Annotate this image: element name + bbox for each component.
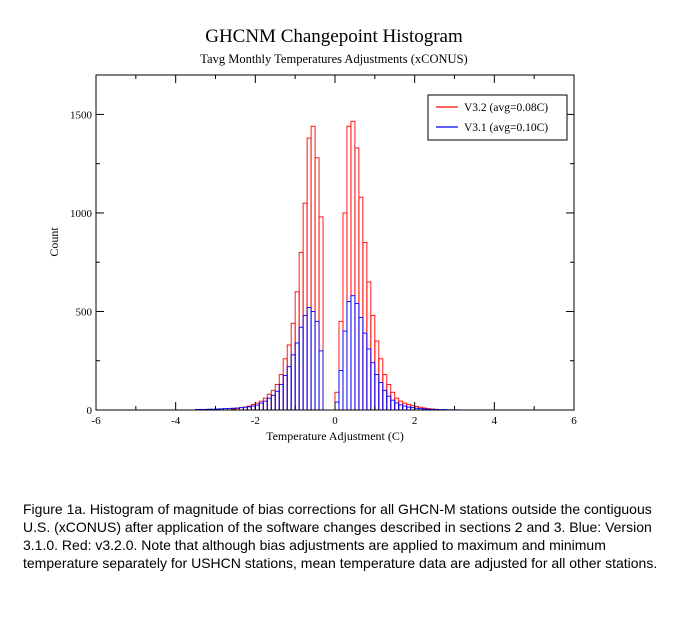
bar-v31 xyxy=(318,350,324,411)
series-0 xyxy=(230,120,440,411)
bar-v32 xyxy=(254,402,260,411)
legend-label-v31: V3.1 (avg=0.10C) xyxy=(464,122,548,134)
bar-v32 xyxy=(310,125,316,411)
bar-v32 xyxy=(282,358,288,411)
x-tick-label: 2 xyxy=(412,415,418,427)
y-tick-label: 0 xyxy=(87,405,93,417)
bar-v32 xyxy=(394,397,400,411)
bar-v32 xyxy=(286,344,292,411)
bar-v31 xyxy=(278,383,284,411)
bar-v32 xyxy=(362,242,368,411)
bar-v31 xyxy=(370,362,376,411)
bar-v32 xyxy=(298,251,304,411)
bar-v31 xyxy=(398,404,404,411)
axes: -6 -4 -2 0 2 4 6 0 500 1000 1500 xyxy=(70,75,577,427)
x-tick-label: 4 xyxy=(492,415,498,427)
bar-v32 xyxy=(378,358,384,411)
bar-v31 xyxy=(358,316,364,411)
bar-v32 xyxy=(318,216,324,411)
bar-v32 xyxy=(346,125,352,411)
bar-v32 xyxy=(274,383,280,411)
bar-v31 xyxy=(390,399,396,411)
bar-v31 xyxy=(294,342,300,411)
bar-v32 xyxy=(338,320,344,411)
bar-v31 xyxy=(282,375,288,411)
bar-v31 xyxy=(310,311,316,411)
bar-v31 xyxy=(306,307,312,411)
bar-v31 xyxy=(366,348,372,411)
y-tick-label: 1500 xyxy=(70,109,93,121)
histogram-chart: GHCNM Changepoint Histogram Tavg Monthly… xyxy=(47,26,577,443)
bar-v32 xyxy=(398,400,404,411)
bar-v32 xyxy=(366,281,372,411)
legend: V3.2 (avg=0.08C) V3.1 (avg=0.10C) xyxy=(427,94,568,141)
bar-v32 xyxy=(270,389,276,411)
bar-v32 xyxy=(302,202,308,411)
bar-v31 xyxy=(382,389,388,411)
bar-v32 xyxy=(294,291,300,411)
bar-v32 xyxy=(306,137,312,411)
bar-v31 xyxy=(402,405,408,411)
bar-v32 xyxy=(358,196,364,411)
bar-v32 xyxy=(374,340,380,411)
bar-v32 xyxy=(258,400,264,411)
x-tick-label: 6 xyxy=(571,415,577,427)
x-tick-label: -2 xyxy=(251,415,260,427)
legend-box xyxy=(427,94,568,141)
bar-v31 xyxy=(274,390,280,411)
bar-v31 xyxy=(302,314,308,411)
bar-v32 xyxy=(266,393,272,411)
bar-v32 xyxy=(390,391,396,411)
bar-v32 xyxy=(278,374,284,411)
legend-label-v32: V3.2 (avg=0.08C) xyxy=(464,102,548,114)
bar-v32 xyxy=(314,157,320,411)
bar-v31 xyxy=(298,326,304,411)
bar-v31 xyxy=(270,394,276,411)
figure-caption: Figure 1a. Histogram of magnitude of bia… xyxy=(23,501,658,571)
bar-v31 xyxy=(338,370,344,411)
x-tick-label: -6 xyxy=(91,415,101,427)
y-axis-label: Count xyxy=(47,227,61,257)
bar-v31 xyxy=(346,301,352,411)
bar-v31 xyxy=(334,401,340,411)
bars-layer xyxy=(195,120,459,411)
chart-subtitle: Tavg Monthly Temperatures Adjustments (x… xyxy=(200,52,467,66)
bar-v31 xyxy=(262,400,268,411)
bar-v32 xyxy=(382,374,388,411)
bar-v32 xyxy=(402,402,408,411)
bar-v31 xyxy=(254,404,260,411)
bar-v32 xyxy=(250,404,256,411)
x-tick-label: -4 xyxy=(171,415,181,427)
bar-v31 xyxy=(286,366,292,411)
bar-v32 xyxy=(290,322,296,411)
bar-v32 xyxy=(342,212,348,411)
bar-v31 xyxy=(394,402,400,411)
y-tick-label: 1000 xyxy=(70,208,93,220)
bar-v31 xyxy=(378,381,384,411)
bar-v32 xyxy=(350,120,356,411)
y-tick-label: 500 xyxy=(76,306,93,318)
bar-v31 xyxy=(350,295,356,411)
bar-v31 xyxy=(266,397,272,411)
bar-v31 xyxy=(258,402,264,411)
bar-v31 xyxy=(342,330,348,411)
bar-v31 xyxy=(374,374,380,411)
x-axis-label: Temperature Adjustment (C) xyxy=(266,429,404,443)
bar-v31 xyxy=(314,320,320,411)
chart-title: GHCNM Changepoint Histogram xyxy=(205,26,463,47)
bar-v31 xyxy=(386,395,392,411)
x-tick-label: 0 xyxy=(332,415,338,427)
bar-v32 xyxy=(334,391,340,411)
bar-v31 xyxy=(354,303,360,411)
bar-v31 xyxy=(362,332,368,411)
bar-v31 xyxy=(250,405,256,411)
bar-v31 xyxy=(290,354,296,411)
bar-v32 xyxy=(262,397,268,411)
series-1 xyxy=(195,295,459,411)
bar-v32 xyxy=(386,383,392,411)
bar-v32 xyxy=(354,147,360,411)
